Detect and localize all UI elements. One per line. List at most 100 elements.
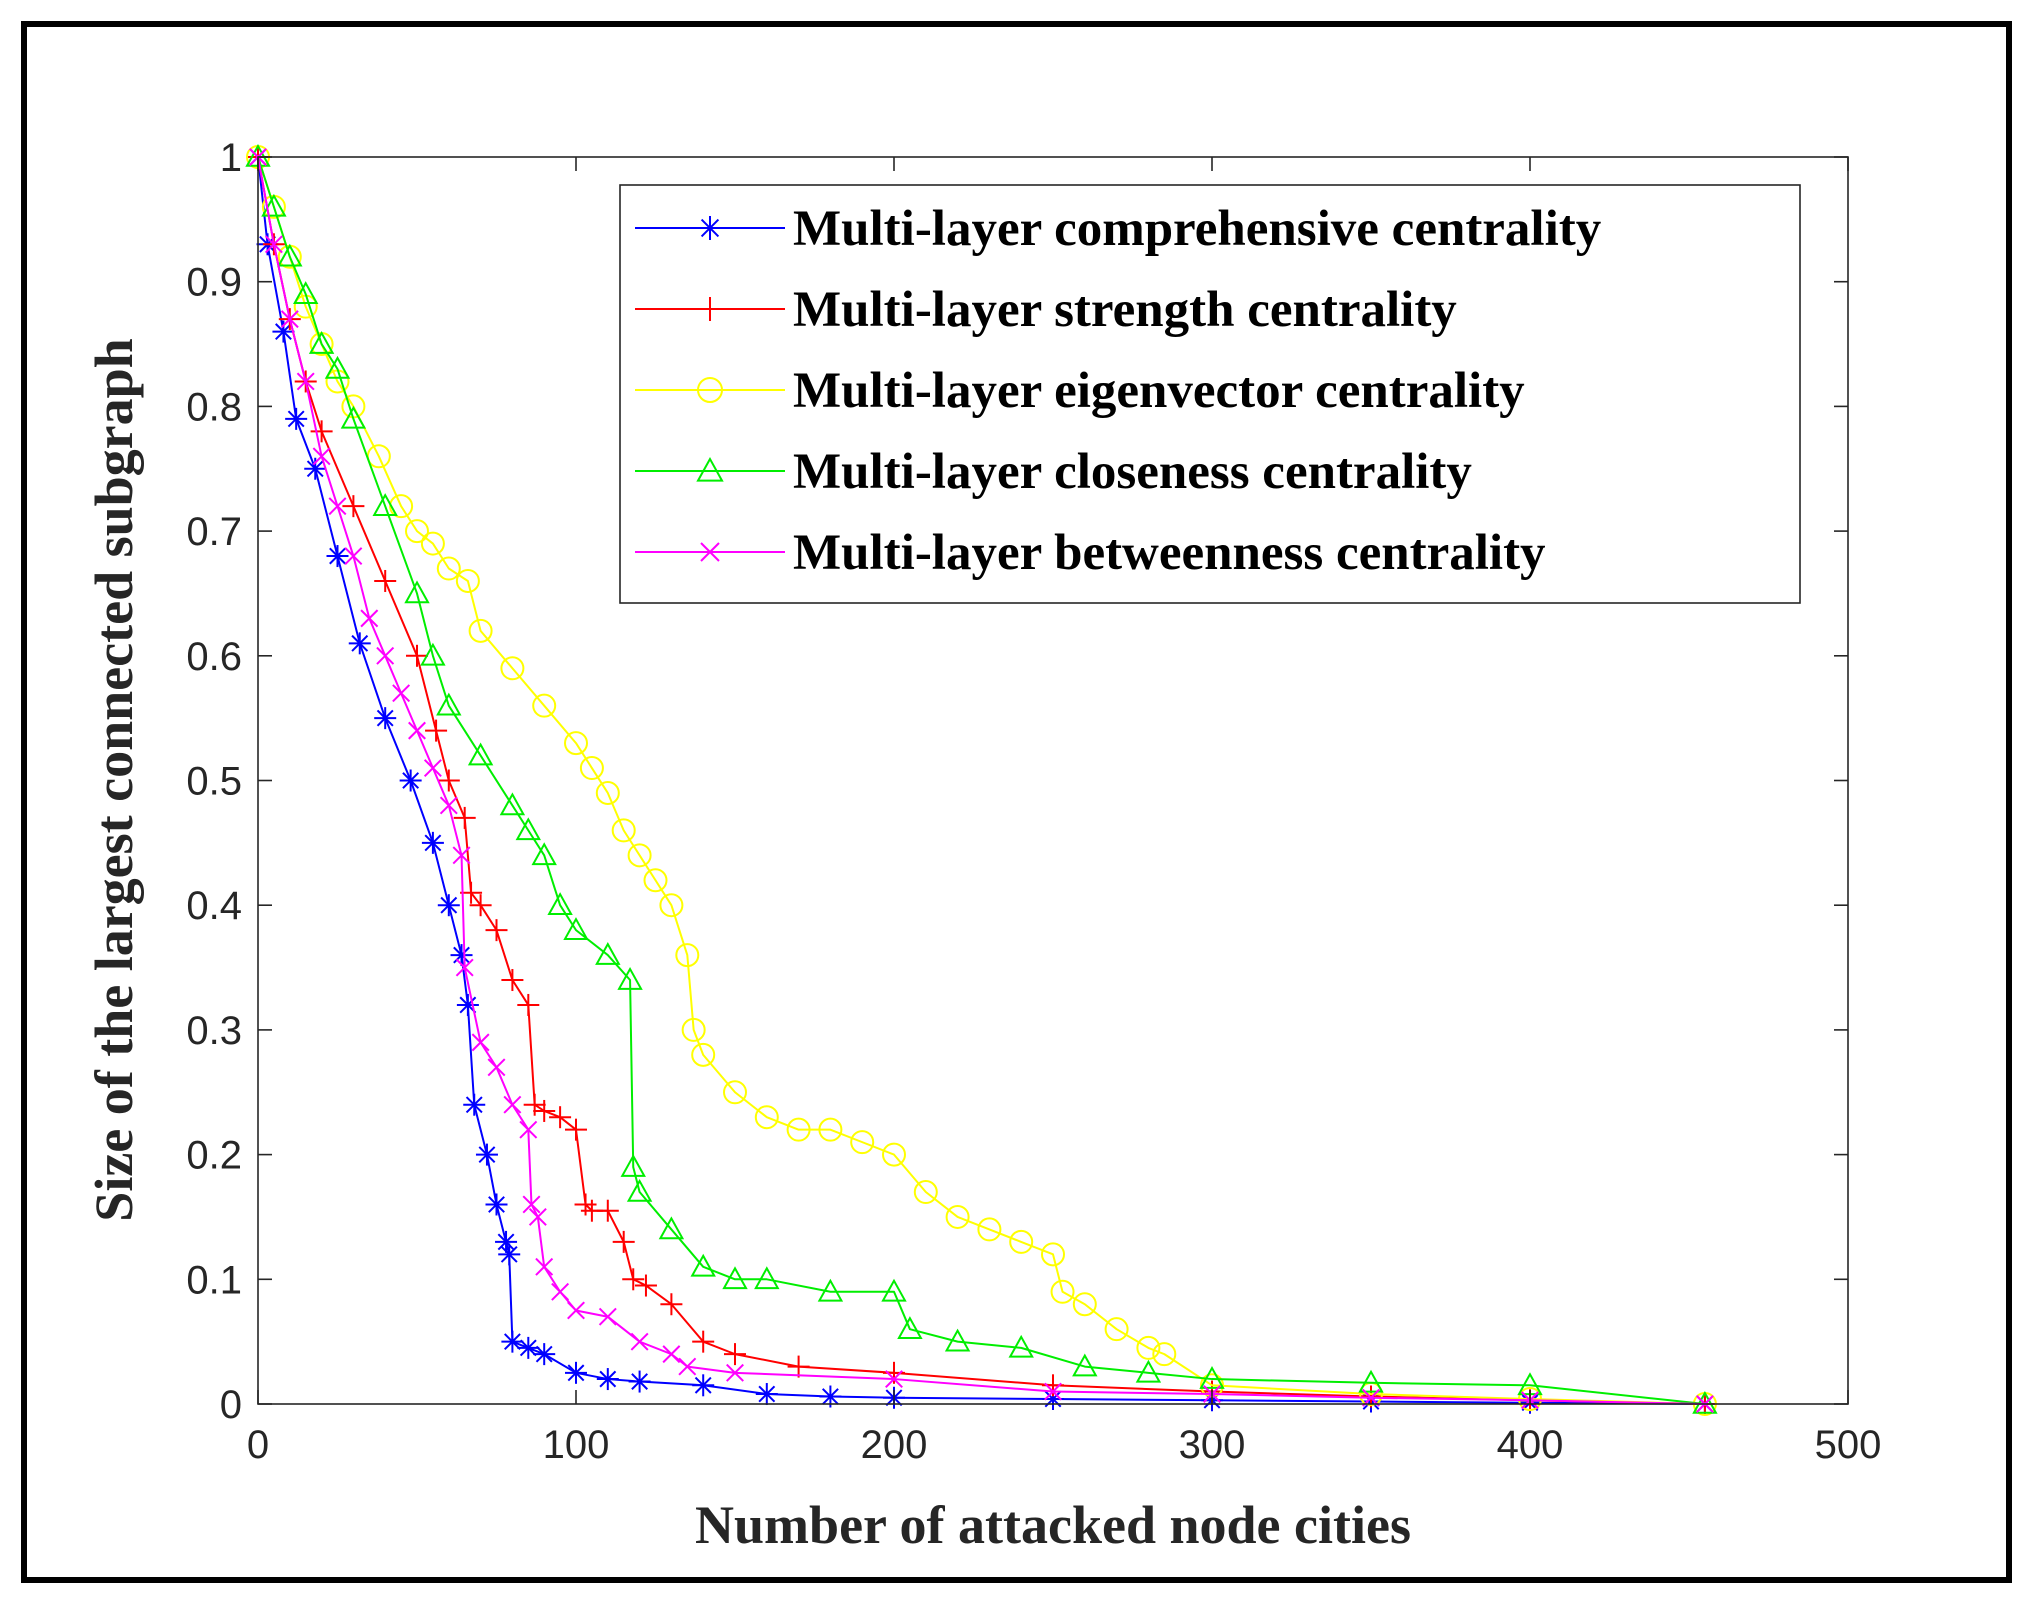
data-point-4-15 xyxy=(531,842,557,866)
y-tick-label: 0.1 xyxy=(186,1258,242,1302)
data-point-3-31 xyxy=(850,1130,875,1155)
data-point-5-5 xyxy=(312,447,331,466)
data-point-3-45 xyxy=(1518,1387,1542,1412)
data-point-2-14 xyxy=(485,919,508,942)
data-point-3-20 xyxy=(611,818,636,843)
series-line-3 xyxy=(257,156,1705,1405)
data-point-5-22 xyxy=(535,1257,554,1276)
series-4 xyxy=(245,143,1718,1414)
data-point-1-16 xyxy=(485,1193,508,1216)
data-point-5-11 xyxy=(408,721,426,740)
data-point-1-23 xyxy=(596,1368,619,1391)
data-point-4-22 xyxy=(658,1216,685,1240)
data-point-5-28 xyxy=(678,1357,697,1376)
data-point-3-13 xyxy=(455,568,480,593)
data-point-1-13 xyxy=(456,993,479,1016)
data-point-4-30 xyxy=(1008,1334,1034,1358)
y-tick-label: 0.9 xyxy=(186,261,242,305)
legend-label: Multi-layer eigenvector centrality xyxy=(793,363,1525,419)
data-point-3-34 xyxy=(945,1204,970,1229)
data-point-4-4 xyxy=(293,281,319,304)
y-tick-label: 0.8 xyxy=(186,385,242,429)
legend-entry-2: Multi-layer strength centrality xyxy=(635,282,1457,338)
data-point-4-21 xyxy=(626,1178,653,1202)
data-point-5-31 xyxy=(1044,1382,1062,1401)
data-point-1-15 xyxy=(475,1143,498,1166)
data-point-5-6 xyxy=(328,497,347,516)
y-axis-label: Size of the largest connected subgraph xyxy=(84,338,144,1221)
data-point-1-10 xyxy=(421,831,444,854)
y-tick-label: 0 xyxy=(220,1383,242,1427)
data-point-2-25 xyxy=(622,1268,645,1291)
tick-layer: 0 100 200 300 400 500 0 0.1 0.2 0.3 0.4 0.5 0.6 0.7 0.… xyxy=(186,136,1881,1467)
data-point-5-26 xyxy=(630,1332,649,1351)
data-point-3-12 xyxy=(436,556,461,581)
data-point-5-4 xyxy=(296,372,315,391)
data-point-3-9 xyxy=(389,494,414,519)
data-point-4-10 xyxy=(420,642,446,666)
data-point-5-8 xyxy=(360,609,379,628)
data-point-2-11 xyxy=(453,806,476,829)
data-point-3-10 xyxy=(405,519,429,544)
data-point-2-7 xyxy=(374,569,397,592)
data-point-1-20 xyxy=(517,1336,540,1359)
legend: Multi-layer comprehensive centrality Mult… xyxy=(619,184,1801,604)
data-point-2-13 xyxy=(469,894,492,917)
data-point-1-7 xyxy=(348,632,371,655)
x-tick-label: 200 xyxy=(861,1423,928,1467)
data-point-5-27 xyxy=(662,1345,681,1364)
data-point-2-32 xyxy=(1042,1374,1064,1397)
data-point-4-17 xyxy=(563,917,589,940)
data-point-2-27 xyxy=(660,1293,683,1316)
data-point-4-14 xyxy=(515,817,541,841)
legend-entry-4: Multi-layer closeness centrality xyxy=(635,444,1472,500)
legend-entry-3: Multi-layer eigenvector centrality xyxy=(635,363,1525,419)
data-point-2-8 xyxy=(406,644,428,667)
data-point-4-9 xyxy=(404,580,430,604)
data-point-2-28 xyxy=(692,1330,715,1353)
y-tick-label: 0.3 xyxy=(186,1009,242,1053)
x-tick-label: 0 xyxy=(247,1423,269,1467)
data-point-3-29 xyxy=(786,1117,811,1142)
data-point-3-41 xyxy=(1136,1335,1161,1360)
data-point-2-10 xyxy=(437,769,460,792)
data-point-5-10 xyxy=(392,684,411,703)
data-point-2-26 xyxy=(634,1274,657,1297)
data-point-5-30 xyxy=(885,1370,903,1389)
data-point-4-28 xyxy=(897,1316,923,1339)
data-point-4-31 xyxy=(1072,1353,1098,1377)
data-point-1-11 xyxy=(437,894,460,917)
data-point-4-11 xyxy=(436,692,462,716)
data-point-3-14 xyxy=(468,618,493,643)
legend-label: Multi-layer betweenness centrality xyxy=(793,525,1546,581)
data-point-4-27 xyxy=(881,1278,907,1302)
data-point-3-36 xyxy=(1009,1229,1034,1254)
data-point-2-17 xyxy=(523,1093,546,1116)
data-point-1-19 xyxy=(501,1330,524,1353)
data-point-2-18 xyxy=(533,1099,556,1122)
data-point-2-5 xyxy=(310,420,333,443)
data-point-3-21 xyxy=(627,843,652,868)
data-point-3-23 xyxy=(659,893,684,918)
data-point-5-29 xyxy=(726,1363,744,1382)
data-point-3-42 xyxy=(1152,1342,1177,1367)
data-point-3-39 xyxy=(1072,1292,1097,1317)
data-point-4-3 xyxy=(277,243,303,267)
data-point-5-3 xyxy=(280,310,299,329)
series-layer xyxy=(245,143,1718,1416)
data-point-3-32 xyxy=(882,1142,906,1167)
data-point-2-12 xyxy=(460,881,483,904)
data-point-3-35 xyxy=(977,1217,1002,1242)
legend-box xyxy=(619,184,1801,604)
data-point-4-7 xyxy=(340,405,367,429)
legend-label: Multi-layer strength centrality xyxy=(793,282,1457,338)
data-point-3-15 xyxy=(500,656,525,681)
data-point-3-17 xyxy=(564,731,588,756)
data-point-1-14 xyxy=(463,1093,486,1116)
data-point-3-18 xyxy=(579,756,604,781)
data-point-4-32 xyxy=(1135,1359,1162,1383)
series-5 xyxy=(249,148,1714,1413)
data-point-4-6 xyxy=(324,355,351,379)
y-tick-label: 0.7 xyxy=(186,510,242,554)
